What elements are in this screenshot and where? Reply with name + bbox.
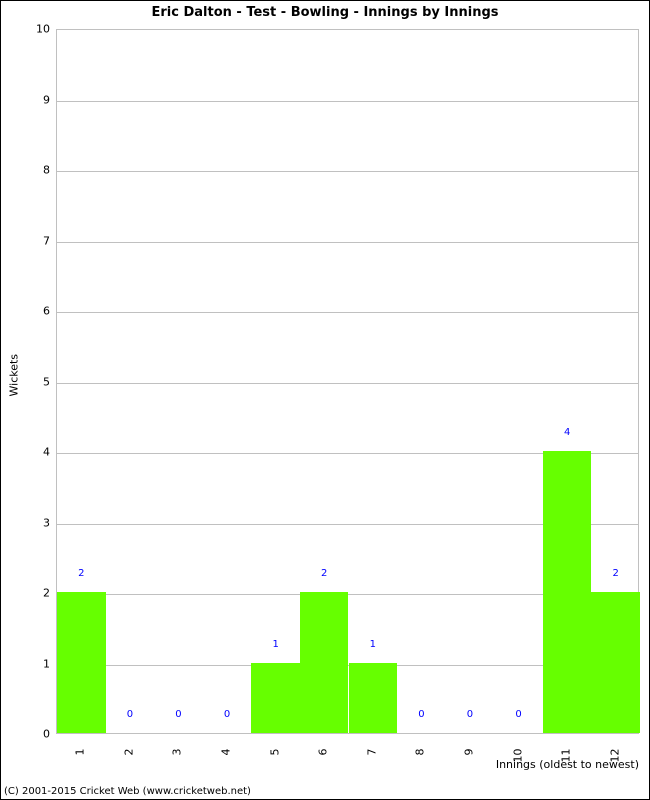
x-tick-label: 11	[560, 749, 573, 800]
x-tick-label: 8	[414, 749, 427, 800]
y-tick-label: 6	[28, 305, 50, 318]
x-tick-label: 10	[511, 749, 524, 800]
bar-value-label: 0	[224, 709, 230, 720]
y-tick-label: 3	[28, 516, 50, 529]
y-tick-label: 8	[28, 164, 50, 177]
bar-value-label: 0	[418, 709, 424, 720]
y-tick-label: 4	[28, 446, 50, 459]
x-tick-label: 1	[74, 749, 87, 800]
bar	[300, 592, 349, 733]
chart-title: Eric Dalton - Test - Bowling - Innings b…	[1, 5, 649, 20]
gridline	[57, 242, 638, 243]
x-tick-label: 12	[608, 749, 621, 800]
bar	[591, 592, 640, 733]
gridline	[57, 101, 638, 102]
y-axis-label: Wickets	[8, 380, 21, 396]
bar-value-label: 2	[321, 568, 327, 579]
bar-value-label: 0	[175, 709, 181, 720]
bar-value-label: 2	[78, 568, 84, 579]
y-tick-label: 0	[28, 728, 50, 741]
y-tick-label: 5	[28, 375, 50, 388]
bar-value-label: 0	[515, 709, 521, 720]
x-tick-label: 4	[220, 749, 233, 800]
x-tick-label: 2	[122, 749, 135, 800]
y-tick-label: 1	[28, 657, 50, 670]
bar	[543, 451, 592, 733]
bar-value-label: 0	[467, 709, 473, 720]
bar	[251, 663, 300, 734]
y-tick-label: 2	[28, 587, 50, 600]
x-tick-label: 6	[317, 749, 330, 800]
bar	[57, 592, 106, 733]
bar-value-label: 2	[613, 568, 619, 579]
x-tick-label: 7	[365, 749, 378, 800]
bar-value-label: 4	[564, 427, 570, 438]
plot-area: 2 0 0 0 1 2 1 0 0 0 4 2	[56, 29, 639, 734]
x-tick-label: 5	[268, 749, 281, 800]
chart-container: Eric Dalton - Test - Bowling - Innings b…	[0, 0, 650, 800]
x-tick-label: 9	[462, 749, 475, 800]
x-axis-label: Innings (oldest to newest)	[359, 758, 639, 771]
y-tick-label: 10	[28, 23, 50, 36]
bar	[349, 663, 398, 734]
bar-value-label: 1	[370, 639, 376, 650]
y-tick-label: 9	[28, 93, 50, 106]
y-tick-label: 7	[28, 234, 50, 247]
gridline	[57, 312, 638, 313]
bar-value-label: 0	[127, 709, 133, 720]
gridline	[57, 171, 638, 172]
x-tick-label: 3	[171, 749, 184, 800]
gridline	[57, 383, 638, 384]
bar-value-label: 1	[272, 639, 278, 650]
